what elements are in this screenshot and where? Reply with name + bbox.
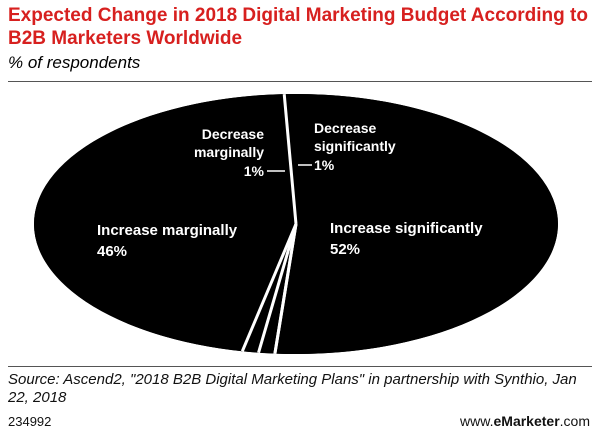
chart-id: 234992 bbox=[8, 414, 52, 429]
pie-chart: Increase significantly 52% Increase marg… bbox=[34, 93, 558, 354]
pie-slice-increase-marginally bbox=[34, 94, 296, 352]
slice-separator-3 bbox=[240, 223, 298, 352]
brand-name: eMarketer bbox=[493, 413, 560, 429]
chart-title: Expected Change in 2018 Digital Marketin… bbox=[8, 5, 588, 49]
slice-separators bbox=[240, 93, 298, 354]
bottom-divider bbox=[8, 366, 592, 367]
emarketer-logo[interactable]: www.eMarketer.com bbox=[460, 413, 590, 429]
slice-label-decrease-marginally-line2: marginally bbox=[194, 144, 264, 160]
slice-separator-0 bbox=[282, 93, 298, 225]
slice-label-increase-marginally: Increase marginally bbox=[97, 222, 238, 239]
slice-separator-main bbox=[273, 223, 298, 354]
slice-value-increase-marginally: 46% bbox=[97, 243, 127, 260]
pie-slice-increase-significantly bbox=[274, 93, 558, 354]
brand-suffix: .com bbox=[559, 413, 590, 429]
slice-value-increase-significantly: 52% bbox=[330, 241, 360, 258]
top-divider bbox=[8, 81, 592, 82]
slice-label-decrease-marginally-line1: Decrease bbox=[202, 126, 264, 142]
slice-value-decrease-marginally: 1% bbox=[244, 163, 265, 179]
source-note: Source: Ascend2, "2018 B2B Digital Marke… bbox=[8, 371, 577, 406]
slice-separator-2 bbox=[257, 223, 298, 354]
slice-label-decrease-significantly-line2: significantly bbox=[314, 138, 396, 154]
slice-label-increase-significantly: Increase significantly bbox=[330, 220, 483, 237]
slice-value-decrease-significantly: 1% bbox=[314, 157, 335, 173]
slice-label-decrease-significantly-line1: Decrease bbox=[314, 120, 376, 136]
chart-subtitle: % of respondents bbox=[8, 53, 141, 72]
brand-prefix: www. bbox=[460, 413, 494, 429]
